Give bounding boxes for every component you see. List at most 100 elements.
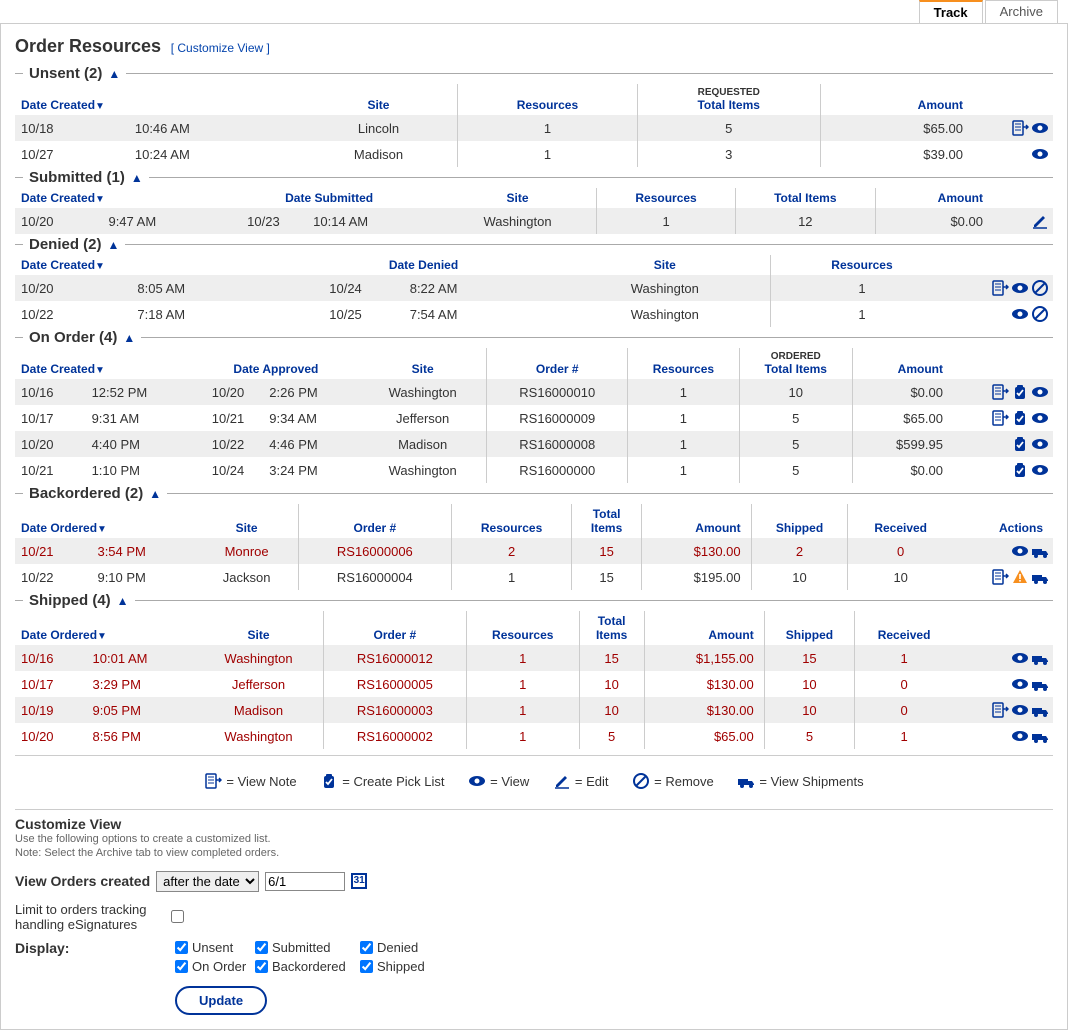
col-received[interactable]: Received <box>855 611 953 645</box>
date-filter-select[interactable]: after the date <box>156 871 259 892</box>
table-cell: 10/24 <box>287 275 403 301</box>
remove-icon[interactable] <box>1031 279 1049 297</box>
pick-icon[interactable] <box>1011 409 1029 427</box>
col-total-items[interactable]: Total Items <box>735 188 875 208</box>
table-row: 10/199:05 PMMadisonRS16000003110$130.001… <box>15 697 1053 723</box>
col-order-num[interactable]: Order # <box>487 348 628 379</box>
customize-view-link[interactable]: [ Customize View ] <box>171 41 270 55</box>
cb-unsent[interactable] <box>175 941 188 954</box>
col-total-items[interactable]: Total Items <box>579 611 644 645</box>
view-icon[interactable] <box>1011 279 1029 297</box>
col-date-created[interactable]: Date Created▼ <box>15 188 220 208</box>
col-amount[interactable]: Amount <box>644 611 764 645</box>
calendar-icon[interactable]: 31 <box>351 873 367 889</box>
pick-icon[interactable] <box>1011 435 1029 453</box>
col-site[interactable]: Site <box>195 504 298 538</box>
col-resources[interactable]: Resources <box>451 504 572 538</box>
ship-icon[interactable] <box>1031 568 1049 586</box>
col-date-created[interactable]: Date Created▼ <box>15 348 193 379</box>
table-cell: Monroe <box>195 538 298 564</box>
col-amount[interactable]: Amount <box>820 84 973 115</box>
note-icon[interactable] <box>1011 119 1029 137</box>
col-shipped[interactable]: Shipped <box>751 504 848 538</box>
col-resources[interactable]: Resources <box>458 84 638 115</box>
collapse-icon[interactable]: ▲ <box>108 67 120 81</box>
remove-icon[interactable] <box>1031 305 1049 323</box>
col-date-created[interactable]: Date Created▼ <box>15 255 287 275</box>
tab-track[interactable]: Track <box>919 0 983 23</box>
col-date-denied[interactable]: Date Denied <box>287 255 559 275</box>
view-icon[interactable] <box>1031 119 1049 137</box>
view-icon[interactable] <box>1011 305 1029 323</box>
limit-esig-checkbox[interactable] <box>171 910 184 923</box>
view-icon[interactable] <box>1011 701 1029 719</box>
view-icon[interactable] <box>1011 675 1029 693</box>
col-total-items[interactable]: REQUESTEDTotal Items <box>637 84 820 115</box>
view-icon[interactable] <box>1011 649 1029 667</box>
view-icon[interactable] <box>1031 435 1049 453</box>
collapse-icon[interactable]: ▲ <box>123 331 135 345</box>
view-icon[interactable] <box>1011 727 1029 745</box>
col-received[interactable]: Received <box>848 504 953 538</box>
ship-icon[interactable] <box>1031 675 1049 693</box>
note-icon[interactable] <box>991 279 1009 297</box>
table-cell: Washington <box>359 457 487 483</box>
table-cell: 10:46 AM <box>129 115 300 141</box>
col-site[interactable]: Site <box>300 84 458 115</box>
ship-icon[interactable] <box>1031 727 1049 745</box>
cb-submitted[interactable] <box>255 941 268 954</box>
cb-denied[interactable] <box>360 941 373 954</box>
cb-onorder[interactable] <box>175 960 188 973</box>
col-order-num[interactable]: Order # <box>324 611 467 645</box>
note-icon[interactable] <box>991 409 1009 427</box>
col-total-items[interactable]: Total Items <box>572 504 641 538</box>
col-site[interactable]: Site <box>194 611 324 645</box>
view-icon[interactable] <box>1031 461 1049 479</box>
ship-icon[interactable] <box>1031 701 1049 719</box>
col-site[interactable]: Site <box>439 188 597 208</box>
col-order-num[interactable]: Order # <box>299 504 452 538</box>
note-icon[interactable] <box>991 568 1009 586</box>
collapse-icon[interactable]: ▲ <box>131 171 143 185</box>
col-amount[interactable]: Amount <box>875 188 993 208</box>
ship-icon[interactable] <box>1031 542 1049 560</box>
pick-icon[interactable] <box>1011 383 1029 401</box>
date-input[interactable] <box>265 872 345 891</box>
col-shipped[interactable]: Shipped <box>764 611 854 645</box>
table-cell: 0 <box>848 538 953 564</box>
note-icon[interactable] <box>991 701 1009 719</box>
pick-icon[interactable] <box>1011 461 1029 479</box>
view-icon[interactable] <box>1031 383 1049 401</box>
col-date-created[interactable]: Date Created▼ <box>15 84 300 115</box>
col-amount[interactable]: Amount <box>852 348 953 379</box>
cb-shipped[interactable] <box>360 960 373 973</box>
note-icon[interactable] <box>991 383 1009 401</box>
table-cell: 1 <box>628 431 739 457</box>
col-date-ordered[interactable]: Date Ordered▼ <box>15 504 195 538</box>
col-resources[interactable]: Resources <box>466 611 579 645</box>
ship-icon[interactable] <box>1031 649 1049 667</box>
update-button[interactable]: Update <box>175 986 267 1015</box>
collapse-icon[interactable]: ▲ <box>149 487 161 501</box>
col-total-items[interactable]: ORDEREDTotal Items <box>739 348 852 379</box>
edit-icon[interactable] <box>1031 212 1049 230</box>
col-date-approved[interactable]: Date Approved <box>193 348 359 379</box>
table-row: 10/1610:01 AMWashingtonRS16000012115$1,1… <box>15 645 1053 671</box>
col-amount[interactable]: Amount <box>641 504 751 538</box>
col-site[interactable]: Site <box>560 255 771 275</box>
view-icon[interactable] <box>1031 145 1049 163</box>
collapse-icon[interactable]: ▲ <box>117 594 129 608</box>
view-icon[interactable] <box>1031 409 1049 427</box>
cb-backordered[interactable] <box>255 960 268 973</box>
col-site[interactable]: Site <box>359 348 487 379</box>
view-icon[interactable] <box>1011 542 1029 560</box>
table-cell: 10/20 <box>15 208 102 234</box>
col-resources[interactable]: Resources <box>770 255 953 275</box>
collapse-icon[interactable]: ▲ <box>108 238 120 252</box>
alert-icon[interactable] <box>1011 568 1029 586</box>
col-resources[interactable]: Resources <box>597 188 735 208</box>
tab-archive[interactable]: Archive <box>985 0 1058 23</box>
col-resources[interactable]: Resources <box>628 348 739 379</box>
col-date-ordered[interactable]: Date Ordered▼ <box>15 611 194 645</box>
col-date-submitted[interactable]: Date Submitted <box>220 188 439 208</box>
